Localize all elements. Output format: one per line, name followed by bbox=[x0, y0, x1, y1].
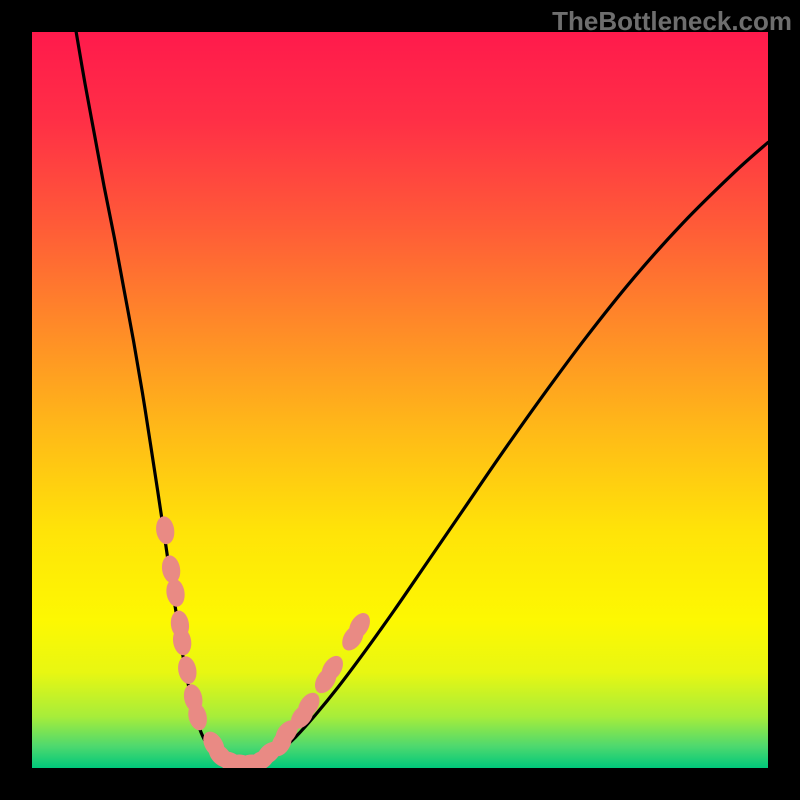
plot-area bbox=[32, 32, 768, 768]
plot-svg bbox=[32, 32, 768, 768]
figure-root: TheBottleneck.com bbox=[0, 0, 800, 800]
